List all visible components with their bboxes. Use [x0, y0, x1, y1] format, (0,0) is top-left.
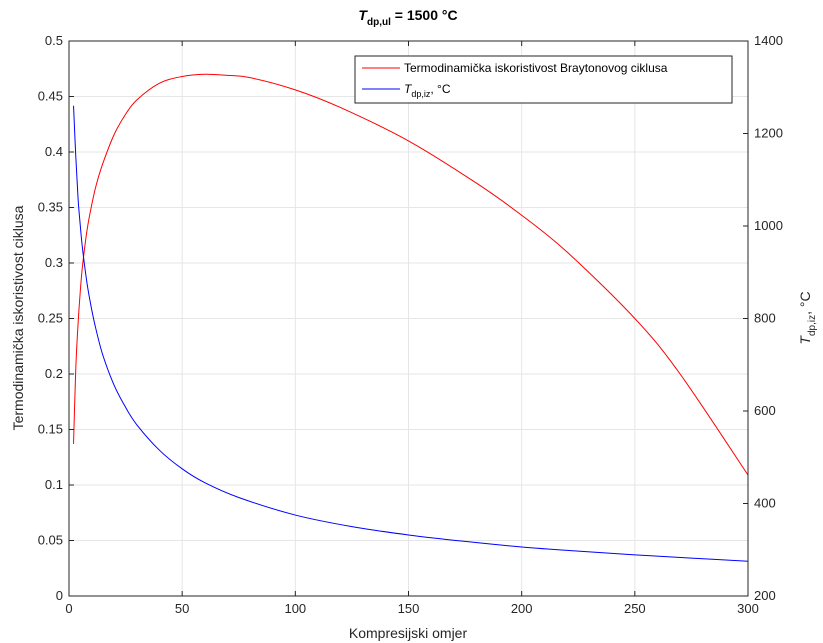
legend-box: [354, 55, 733, 104]
left-y-tick-label: 0.45: [38, 89, 63, 104]
legend-temperature-subscript: dp,iz: [411, 89, 431, 99]
left-y-tick-label: 0.3: [45, 255, 63, 270]
right-y-tick-label: 600: [754, 403, 776, 418]
left-y-tick-label: 0.05: [38, 533, 63, 548]
legend-label-efficiency: Termodinamička iskoristivost Braytonovog…: [404, 61, 668, 75]
legend-temperature-unit: , °C: [430, 82, 450, 96]
title-value: = 1500 °C: [391, 7, 458, 23]
right-y-label-unit: , °C: [797, 291, 813, 315]
left-y-tick-label: 0.25: [38, 311, 63, 326]
left-y-axis: 0 0.05 0.1 0.15 0.2 0.25 0.3 0.35 0.4 0.45 0.5: [38, 33, 74, 603]
right-y-tick-label: 200: [754, 588, 776, 603]
x-tick-label: 250: [624, 601, 646, 616]
right-y-tick-label: 1000: [754, 218, 783, 233]
left-y-tick-label: 0.15: [38, 422, 63, 437]
left-y-tick-label: 0.4: [45, 144, 63, 159]
x-tick-label: 300: [737, 601, 759, 616]
x-axis: 0 50 100 150 200 250 300: [65, 41, 759, 616]
left-y-tick-label: 0.1: [45, 477, 63, 492]
left-y-tick-label: 0.2: [45, 366, 63, 381]
right-y-axis-label: Tdp,iz, °C: [797, 291, 818, 344]
right-y-tick-label: 400: [754, 496, 776, 511]
x-tick-label: 0: [65, 601, 72, 616]
right-y-tick-label: 1200: [754, 126, 783, 141]
left-y-tick-label: 0.5: [45, 33, 63, 48]
x-axis-label: Kompresijski omjer: [349, 625, 468, 641]
chart-title: Tdp,ul = 1500 °C: [358, 7, 457, 28]
x-tick-label: 200: [511, 601, 533, 616]
legend: Termodinamička iskoristivost Braytonovog…: [354, 55, 733, 104]
right-y-label-variable: T: [797, 335, 813, 345]
left-y-tick-label: 0.35: [38, 200, 63, 215]
right-y-label-subscript: dp,iz: [807, 315, 818, 336]
x-tick-label: 50: [175, 601, 189, 616]
grid: [69, 41, 748, 596]
right-y-tick-label: 1400: [754, 33, 783, 48]
x-tick-label: 150: [398, 601, 420, 616]
title-variable: T: [358, 7, 368, 23]
series-layer: [73, 73, 749, 562]
left-y-tick-label: 0: [56, 588, 63, 603]
legend-temperature-variable: T: [404, 82, 413, 96]
left-y-axis-label: Termodinamička iskoristivost ciklusa: [10, 205, 26, 430]
right-y-tick-label: 800: [754, 311, 776, 326]
temperature-series-line: [73, 105, 749, 562]
right-y-axis: 200 400 600 800 1000 1200 1400: [743, 33, 783, 603]
efficiency-series-line: [73, 73, 749, 476]
x-tick-label: 100: [284, 601, 306, 616]
title-subscript: dp,ul: [367, 17, 391, 28]
legend-label-temperature: Tdp,iz, °C: [404, 82, 451, 99]
